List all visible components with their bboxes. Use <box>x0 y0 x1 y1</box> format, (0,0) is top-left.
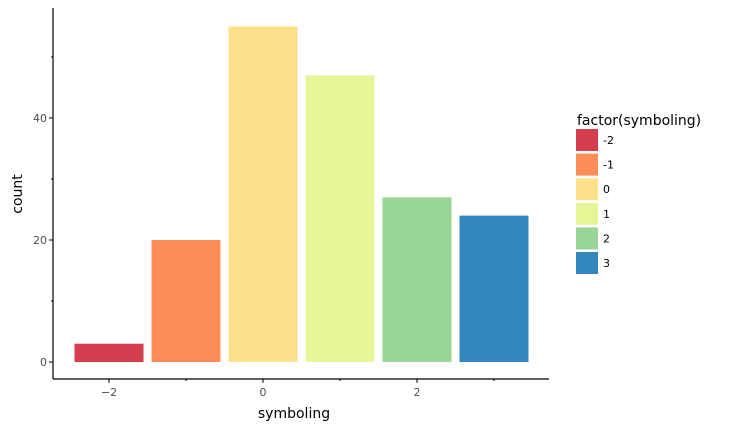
legend-label-1: 1 <box>603 208 610 221</box>
legend-swatch-1 <box>576 202 598 225</box>
bar-1 <box>305 75 375 363</box>
bar-2 <box>382 197 452 362</box>
legend-label-2: 2 <box>603 232 610 245</box>
y-tick-label: 40 <box>33 112 47 125</box>
x-axis-title: symboling <box>258 406 330 422</box>
legend: factor(symboling) -2 -1 0 1 2 3 <box>576 113 701 274</box>
bar--1 <box>151 240 221 362</box>
x-tick-label: −2 <box>101 386 117 399</box>
legend-swatch--2 <box>576 129 598 151</box>
bar--2 <box>74 343 144 362</box>
legend-swatch-2 <box>576 227 598 250</box>
legend-label-0: 0 <box>603 183 610 196</box>
legend-title: factor(symboling) <box>577 113 701 129</box>
legend-swatch--1 <box>576 153 598 176</box>
legend-swatch-3 <box>576 252 598 274</box>
x-tick-label: 2 <box>414 386 421 399</box>
legend-label--2: -2 <box>603 134 614 147</box>
bar-3 <box>459 215 529 362</box>
bars-group <box>74 26 529 363</box>
y-tick-label: 0 <box>40 356 47 369</box>
axes-group: 0 20 40 −2 0 2 <box>33 8 549 399</box>
y-tick-label: 20 <box>33 234 47 247</box>
y-axis-title: count <box>10 174 26 214</box>
bar-0 <box>228 26 298 362</box>
legend-label--1: -1 <box>603 159 614 172</box>
legend-swatch-0 <box>576 178 598 201</box>
x-tick-label: 0 <box>260 386 267 399</box>
legend-label-3: 3 <box>603 257 610 270</box>
